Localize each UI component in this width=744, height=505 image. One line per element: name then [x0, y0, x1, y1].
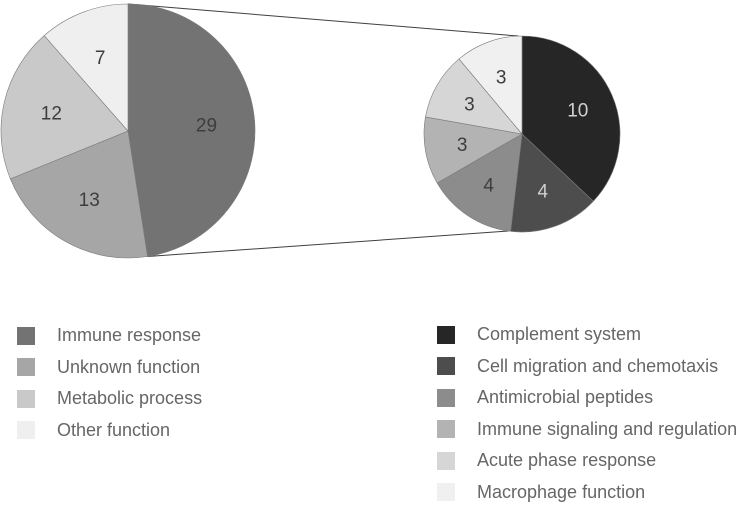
pie-slice	[43, 3, 129, 132]
data-label: 10	[567, 101, 588, 122]
data-label: 3	[464, 94, 475, 115]
legend-swatch	[17, 326, 35, 345]
data-label: 4	[483, 175, 494, 196]
data-label: 29	[196, 116, 217, 137]
legend-label: Complement system	[477, 324, 642, 345]
legend-label: Immune response	[57, 325, 202, 346]
pie-slice	[436, 133, 523, 232]
pie-slice	[10, 130, 148, 259]
legend-label: Antimicrobial peptides	[477, 387, 654, 408]
legend-swatch	[437, 357, 455, 376]
legend-swatch	[17, 389, 35, 408]
legend-item: Macrophage function	[437, 477, 737, 505]
legend-item: Immune response	[17, 320, 202, 352]
pie-slice	[425, 58, 523, 135]
legend-swatch	[17, 358, 35, 377]
legend-item: Metabolic process	[17, 383, 202, 415]
legend-item: Complement system	[437, 319, 737, 351]
legend-label: Unknown function	[57, 356, 201, 377]
legend-label: Cell migration and chemotaxis	[477, 355, 719, 376]
pie-slice	[127, 3, 256, 257]
legend-item: Antimicrobial peptides	[437, 382, 737, 414]
legend-label: Acute phase response	[477, 450, 657, 471]
legend-item: Acute phase response	[437, 445, 737, 477]
legend-swatch	[17, 421, 35, 440]
legend-swatch	[437, 388, 455, 407]
legend-swatch	[437, 451, 455, 470]
data-label: 3	[496, 68, 507, 89]
data-label: 4	[537, 182, 548, 203]
legend-swatch	[437, 420, 455, 439]
data-label: 7	[95, 48, 106, 69]
legend-swatch	[437, 483, 455, 502]
connector-line-top	[127, 3, 519, 37]
legend-item: Cell migration and chemotaxis	[437, 351, 737, 383]
data-label: 13	[79, 190, 100, 211]
pie-slice	[458, 35, 523, 135]
legend-primary: Immune response Unknown function Metabol…	[17, 320, 202, 446]
legend-swatch	[437, 325, 455, 344]
legend-item: Unknown function	[17, 352, 202, 384]
legend-label: Immune signaling and regulation	[477, 418, 738, 439]
data-label: 3	[457, 135, 468, 156]
pie-slice	[0, 35, 129, 180]
legend-label: Other function	[57, 419, 171, 440]
legend-item: Immune signaling and regulation	[437, 414, 737, 446]
legend-label: Metabolic process	[57, 388, 203, 409]
data-label: 12	[41, 104, 62, 125]
legend-label: Macrophage function	[477, 481, 646, 502]
pie-slice	[510, 133, 594, 233]
pie-slice	[423, 116, 523, 184]
pie-slice	[521, 35, 621, 202]
legend-item: Other function	[17, 415, 202, 447]
connector-line-bottom	[147, 230, 509, 257]
legend-secondary: Complement system Cell migration and che…	[437, 319, 737, 505]
